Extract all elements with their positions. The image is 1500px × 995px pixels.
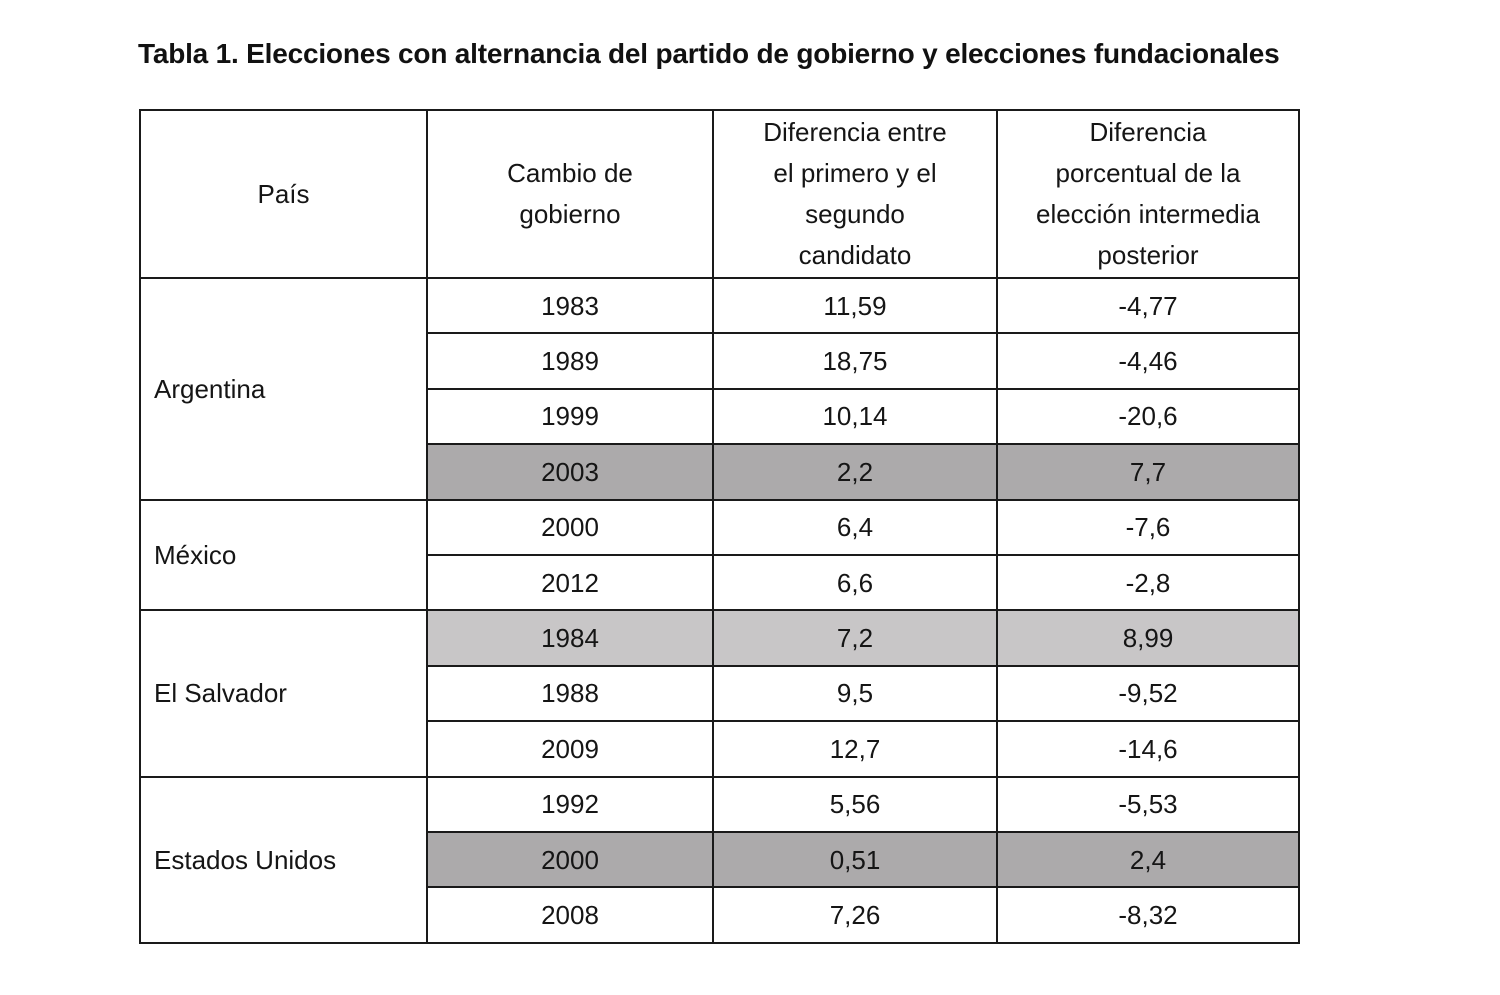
diff-cell: 7,26 [712,886,998,944]
table-row: El Salvador 1984 7,2 8,99 [139,609,1300,778]
pct-cell: -14,6 [996,720,1300,778]
year-cell: 2003 [426,443,714,501]
pct-cell: -9,52 [996,664,1300,723]
table-row: Argentina 1983 11,59 -4,77 [139,276,1300,501]
pct-cell: -5,53 [996,775,1300,833]
diff-cell: 5,56 [712,775,998,833]
pct-cell: 7,7 [996,443,1300,501]
diff-cell: 6,6 [712,553,998,612]
year-cell: 1983 [426,276,714,335]
table-row: 2003 2,2 7,7 [140,443,1300,501]
pct-cell: -8,32 [996,886,1300,944]
header-country: País [139,109,428,279]
diff-cell: 6,4 [712,498,998,556]
year-cell: 1988 [426,664,714,723]
table-row: 2012 6,6 -2,8 [140,553,1300,612]
year-cell: 1984 [426,609,714,667]
diff-cell: 9,5 [712,664,998,723]
header-change-line-1: Cambio de [507,158,633,188]
table-body: Argentina 1983 11,59 -4,77 1989 18,75 -4,46 199… [139,276,1300,944]
year-cell: 2000 [426,498,714,556]
country-cell: Estados Unidos [139,775,428,944]
header-pct-line-2: porcentual de la [1055,158,1241,188]
diff-cell: 7,2 [712,609,998,667]
table-row: 1989 18,75 -4,46 [140,332,1300,390]
header-pct-line-1: Diferencia [1089,117,1207,147]
table-row: 1988 9,5 -9,52 [140,664,1300,723]
header-pct-line-3: elección intermedia [1035,199,1260,229]
pct-cell: -20,6 [996,387,1300,446]
table-row: 1999 10,14 -20,6 [140,387,1300,446]
table-row: México 2000 6,4 -7,6 [139,498,1300,612]
country-cell: El Salvador [139,609,428,778]
year-cell: 1992 [426,775,714,833]
header-pct: Diferencia porcentual de la elección int… [996,109,1300,279]
table-row: 2000 0,51 2,4 [140,830,1300,889]
header-diff-line-3: segundo [805,199,905,229]
diff-cell: 12,7 [712,720,998,778]
country-cell: México [139,498,428,612]
header-change: Cambio de gobierno [426,109,714,279]
pct-cell: -7,6 [996,498,1300,556]
year-cell: 2009 [426,720,714,778]
country-cell: Argentina [139,277,428,501]
year-cell: 1999 [426,387,714,446]
table-row: 2008 7,26 -8,32 [140,886,1300,944]
header-diff-line-2: el primero y el [773,158,937,188]
pct-cell: -2,8 [996,553,1300,612]
pct-cell: 8,99 [996,609,1300,667]
header-country-label: País [257,178,310,209]
year-cell: 1989 [426,332,714,390]
header-diff-line-4: candidato [798,240,912,270]
year-cell: 2000 [426,830,714,889]
header-diff-line-1: Diferencia entre [763,117,947,147]
diff-cell: 2,2 [712,443,998,501]
header-diff: Diferencia entre el primero y el segundo… [712,109,998,279]
pct-cell: -4,46 [996,332,1300,390]
diff-cell: 10,14 [712,387,998,446]
table-row: 2009 12,7 -14,6 [140,720,1300,778]
pct-cell: 2,4 [996,830,1300,889]
diff-cell: 0,51 [712,830,998,889]
header-pct-line-4: posterior [1097,240,1199,270]
pct-cell: -4,77 [996,276,1300,335]
year-cell: 2012 [426,553,714,612]
table-row: Estados Unidos 1992 5,56 -5,53 [139,775,1300,944]
table-title: Tabla 1. Elecciones con alternancia del … [138,38,1280,69]
diff-cell: 18,75 [712,332,998,390]
header-change-line-2: gobierno [519,199,621,229]
elections-table: País Cambio de gobierno Diferencia entre… [139,109,1300,944]
diff-cell: 11,59 [712,276,998,335]
year-cell: 2008 [426,886,714,944]
header-row: País Cambio de gobierno Diferencia entre… [139,109,1300,279]
